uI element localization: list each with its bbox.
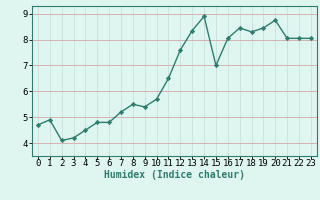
X-axis label: Humidex (Indice chaleur): Humidex (Indice chaleur)	[104, 170, 245, 180]
